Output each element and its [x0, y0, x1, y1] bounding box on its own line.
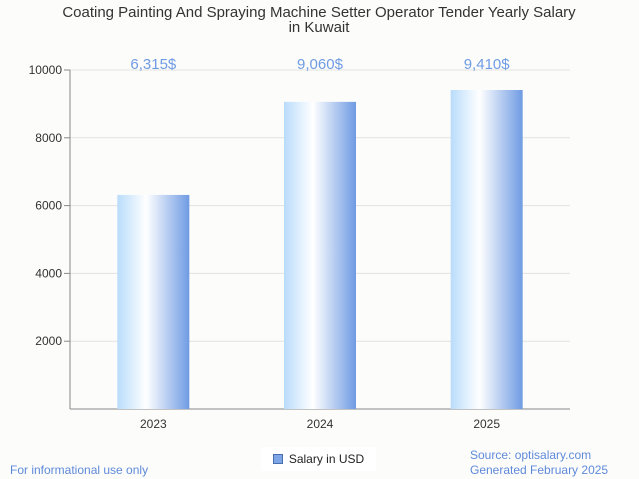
value-label-2024: 9,060$	[297, 56, 344, 73]
value-label-2023: 6,315$	[130, 56, 177, 73]
value-label-2025: 9,410$	[464, 56, 511, 73]
x-ticks: 2023 2024 2025	[140, 417, 500, 431]
source-text: Source: optisalary.com	[470, 448, 592, 462]
x-tick-label: 2023	[140, 417, 167, 431]
bars	[117, 90, 523, 409]
generated-text: Generated February 2025	[470, 463, 609, 477]
y-tick-label: 2000	[35, 334, 62, 348]
value-labels: 6,315$ 9,060$ 9,410$	[130, 56, 510, 73]
y-tick-label: 10000	[29, 63, 63, 77]
chart-title-line-2: in Kuwait	[289, 19, 351, 36]
chart-title-line-1: Coating Painting And Spraying Machine Se…	[62, 4, 576, 21]
x-tick-label: 2025	[473, 417, 500, 431]
x-tick-label: 2024	[307, 417, 334, 431]
legend-label: Salary in USD	[288, 452, 365, 466]
bar-2024	[284, 101, 356, 409]
legend: Salary in USD	[261, 447, 376, 471]
legend-swatch	[272, 454, 283, 464]
bar-2023	[117, 194, 190, 409]
bar-2025	[450, 90, 523, 409]
y-ticks: 2000 4000 6000 8000 10000	[29, 63, 70, 348]
disclaimer-text: For informational use only	[10, 463, 149, 477]
y-tick-label: 8000	[35, 131, 62, 145]
y-tick-label: 4000	[35, 266, 62, 280]
y-tick-label: 6000	[35, 199, 62, 213]
